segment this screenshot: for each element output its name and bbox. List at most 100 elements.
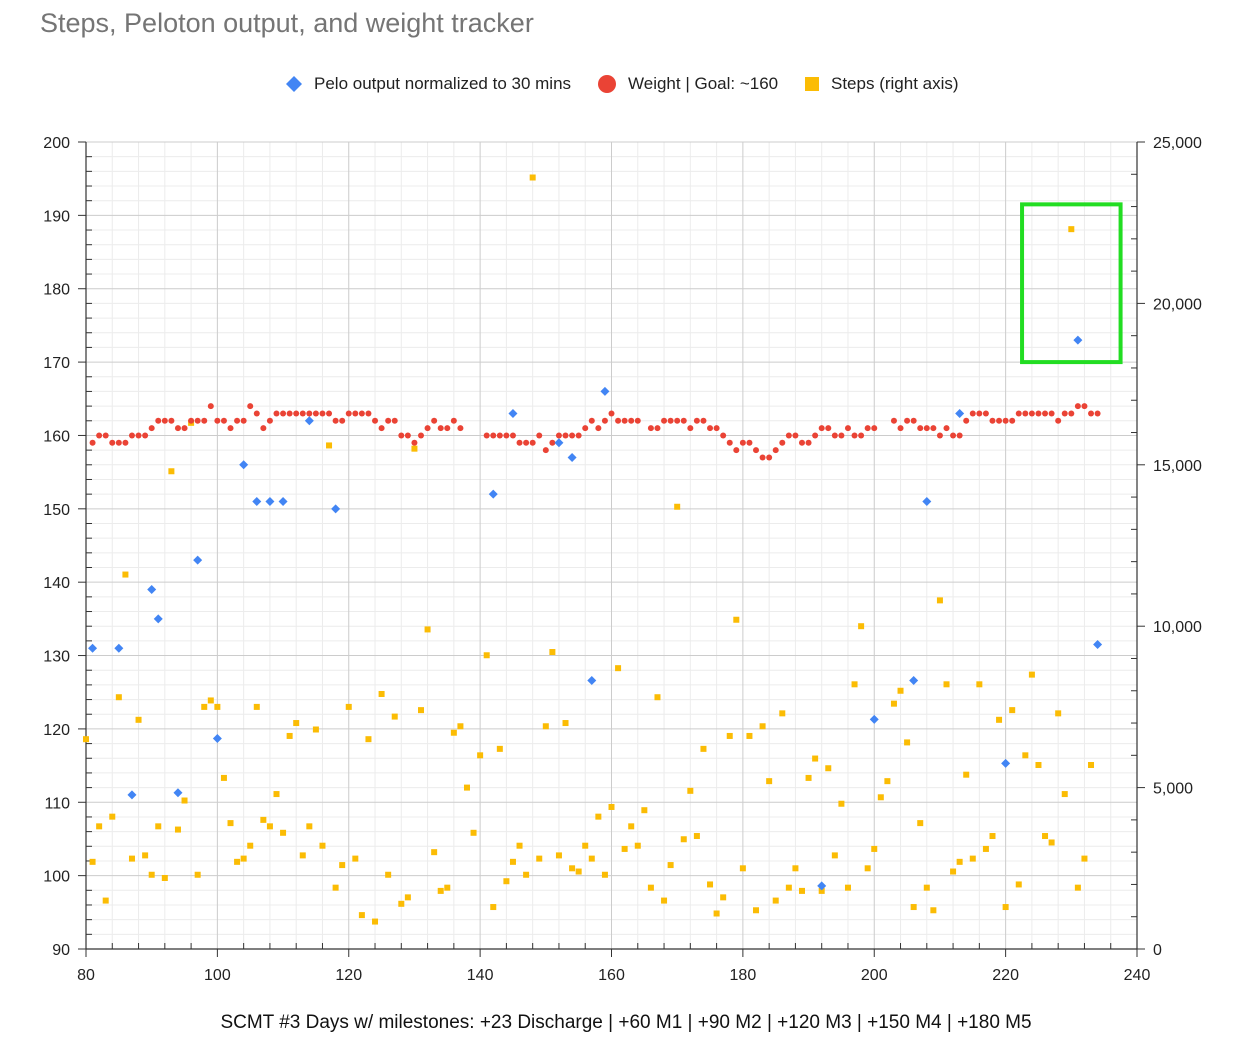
steps-point (1009, 707, 1016, 714)
weight-point (864, 425, 871, 432)
steps-point (792, 865, 799, 872)
weight-point (667, 417, 674, 424)
weight-point (890, 417, 897, 424)
steps-point (201, 703, 208, 710)
weight-point (437, 425, 444, 432)
pelo-point (869, 714, 879, 724)
weight-point (1094, 410, 1101, 417)
weight-point (700, 417, 707, 424)
steps-point (595, 813, 602, 820)
weight-point (923, 425, 930, 432)
weight-point (1009, 417, 1016, 424)
steps-point (884, 778, 891, 785)
weight-point (509, 432, 516, 439)
weight-point (450, 417, 457, 424)
weight-point (687, 425, 694, 432)
weight-point (582, 425, 589, 432)
steps-point (431, 849, 438, 856)
steps-point (135, 716, 142, 723)
pelo-point (587, 675, 597, 685)
steps-point (779, 710, 786, 717)
weight-point (595, 425, 602, 432)
weight-point (575, 432, 582, 439)
weight-point (1068, 410, 1075, 417)
legend-item-pelo[interactable]: Pelo output normalized to 30 mins (286, 74, 571, 94)
steps-point (549, 649, 556, 656)
steps-point (234, 858, 241, 865)
legend: Pelo output normalized to 30 mins Weight… (0, 74, 1252, 100)
steps-point (444, 884, 451, 891)
weight-point (726, 439, 733, 446)
steps-point (996, 716, 1003, 723)
steps-point (634, 842, 641, 849)
steps-point (89, 858, 96, 865)
legend-item-steps[interactable]: Steps (right axis) (805, 74, 959, 94)
weight-point (1074, 403, 1081, 410)
weight-point (490, 432, 497, 439)
weight-point (720, 432, 727, 439)
steps-point (1061, 791, 1068, 798)
steps-point (575, 868, 582, 875)
steps-point (713, 910, 720, 917)
weight-point (1022, 410, 1029, 417)
steps-point (923, 884, 930, 891)
weight-point (234, 417, 241, 424)
weight-point (319, 410, 326, 417)
weight-point (753, 447, 760, 454)
weight-point (115, 439, 122, 446)
weight-point (956, 432, 963, 439)
steps-point (1015, 881, 1022, 888)
highlight-box (1020, 202, 1123, 365)
weight-point (772, 447, 779, 454)
weight-point (674, 417, 681, 424)
weight-point (102, 432, 109, 439)
pelo-point (147, 585, 157, 595)
steps-point (582, 842, 589, 849)
steps-point (707, 881, 714, 888)
weight-point (608, 410, 615, 417)
y-tick-label: 110 (44, 795, 70, 812)
weight-point (188, 417, 195, 424)
pelo-point (265, 496, 275, 506)
steps-point (1022, 752, 1029, 759)
y-tick-label: 160 (43, 428, 70, 445)
steps-point (332, 884, 339, 891)
steps-point (168, 468, 175, 475)
weight-point (181, 425, 188, 432)
legend-square-marker (805, 77, 819, 91)
steps-point (746, 732, 753, 739)
pelo-point (331, 504, 341, 514)
weight-point (910, 417, 917, 424)
steps-point (319, 842, 326, 849)
weight-point (372, 417, 379, 424)
weight-point (122, 439, 129, 446)
weight-point (201, 417, 208, 424)
weight-point (483, 432, 490, 439)
weight-point (542, 447, 549, 454)
steps-point (115, 694, 122, 701)
steps-point (181, 797, 188, 804)
steps-point (753, 907, 760, 914)
steps-point (509, 858, 516, 865)
steps-point (312, 726, 319, 733)
weight-point (253, 410, 260, 417)
pelo-point (153, 614, 163, 624)
weight-point (996, 417, 1003, 424)
steps-point (897, 687, 904, 694)
steps-point (1035, 762, 1042, 769)
steps-point (772, 897, 779, 904)
steps-point (844, 884, 851, 891)
steps-point (194, 871, 201, 878)
steps-point (766, 778, 773, 785)
legend-item-weight[interactable]: Weight | Goal: ~160 (598, 74, 778, 94)
weight-point (969, 410, 976, 417)
legend-label-pelo: Pelo output normalized to 30 mins (314, 74, 572, 93)
steps-point (253, 703, 260, 710)
steps-point (391, 713, 398, 720)
weight-point (739, 439, 746, 446)
steps-point (463, 784, 470, 791)
x-tick-label: 240 (1124, 967, 1151, 984)
y2-tick-label: 0 (1153, 942, 1162, 959)
steps-point (930, 907, 937, 914)
steps-point (1048, 839, 1055, 846)
